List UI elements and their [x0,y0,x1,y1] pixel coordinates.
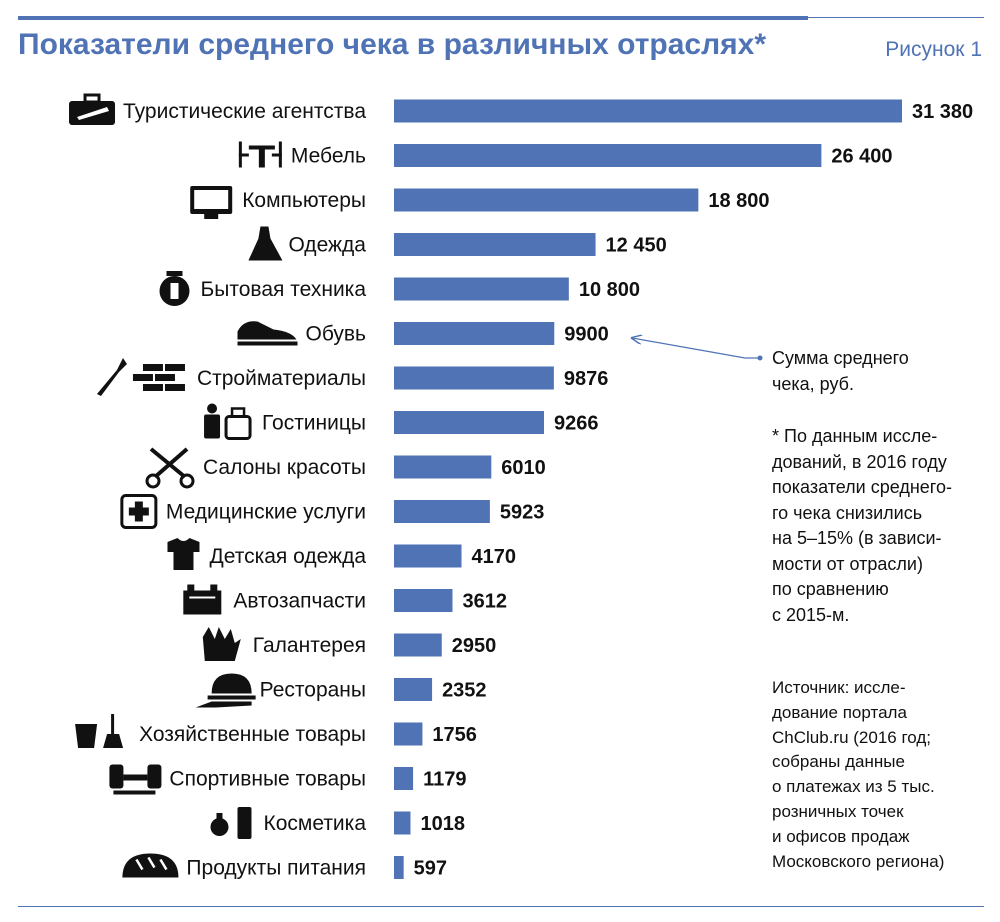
bottom-rule [18,906,984,907]
hotel-porter-icon [204,403,252,440]
category-label-3: Компьютеры [242,189,366,212]
footnote: * По данным иссле- дований, в 2016 году … [772,426,952,625]
value-label-15: 1756 [432,724,477,746]
value-label-1: 31 380 [912,101,973,123]
category-label-10: Медицинские услуги [166,501,366,524]
category-label-13: Галантерея [253,634,366,657]
category-label-8: Гостиницы [262,412,366,435]
sneaker-icon [237,321,298,346]
legend-pointer-dot [757,355,763,361]
kettle-icon [159,271,190,306]
bar-10 [394,500,490,523]
category-label-15: Хозяйственные товары [139,723,366,746]
category-label-11: Детская одежда [209,545,366,568]
value-labels: 31 380 26 400 18 800 12 450 10 800 9900 9876 92… [414,101,974,880]
bar-5 [394,277,569,301]
bar-3 [394,188,699,212]
value-label-10: 5923 [500,502,544,524]
bar-16 [394,767,414,790]
chart-title: Показатели среднего чека в различных отр… [18,28,767,61]
category-label-18: Продукты питания [186,857,366,880]
legend-pointer-line [632,338,760,359]
value-label-3: 18 800 [708,190,769,212]
bars-group [394,99,902,879]
value-label-9: 6010 [501,457,546,479]
bar-17 [394,811,411,835]
category-label-1: Туристические агентства [123,100,366,123]
value-label-11: 4170 [472,546,517,568]
gloves-icon [202,627,241,661]
bucket-broom-icon [75,714,124,748]
baby-bodysuit-icon [167,538,200,570]
category-label-16: Спортивные товары [169,768,366,791]
value-label-8: 9266 [554,413,599,435]
value-label-13: 2950 [452,635,497,657]
category-label-17: Косметика [263,812,366,835]
bar-1 [394,99,902,123]
value-label-16: 1179 [423,769,466,791]
source-note: Источник: иссле- дование портала ChClub.… [772,678,945,871]
bar-9 [394,455,492,479]
value-label-5: 10 800 [579,279,640,301]
briefcase-plane-icon [69,93,116,125]
top-rule [18,16,808,20]
bar-6 [394,322,555,345]
category-label-9: Салоны красоты [203,456,366,479]
category-label-7: Стройматериалы [197,367,366,390]
category-icons [69,93,298,878]
category-label-14: Рестораны [260,679,366,702]
car-battery-icon [183,584,222,615]
dumbbell-icon [109,764,162,795]
value-label-17: 1018 [420,813,465,835]
computer-monitor-icon [190,186,233,219]
value-label-6: 9900 [564,324,609,346]
value-label-18: 597 [414,858,447,880]
category-label-12: Автозапчасти [233,590,366,613]
value-label-12: 3612 [462,591,507,613]
medical-cross-icon [120,494,158,529]
category-label-4: Одежда [288,234,366,257]
cosmetics-icon [210,807,252,839]
cloche-icon [195,673,256,708]
category-label-6: Обувь [306,323,367,346]
bar-7 [394,366,554,390]
category-label-2: Мебель [291,145,366,168]
bar-11 [394,544,462,568]
value-label-2: 26 400 [831,146,892,168]
bar-15 [394,722,423,746]
dress-icon [248,226,283,261]
bar-13 [394,633,442,657]
figure-label: Рисунок 1 [885,38,982,61]
trowel-bricks-icon [96,358,185,396]
value-label-4: 12 450 [606,235,667,257]
bar-14 [394,678,433,701]
scissors-comb-icon [145,447,195,489]
value-label-7: 9876 [564,368,609,390]
bar-4 [394,233,596,256]
category-label-5: Бытовая техника [201,278,367,301]
bread-icon [122,853,179,878]
furniture-icon [238,141,282,168]
bar-18 [394,856,404,879]
top-rule-thin [808,17,984,18]
value-legend-note: Сумма среднего чека, руб. [772,348,909,394]
bar-8 [394,411,545,434]
value-label-14: 2352 [442,680,487,702]
bar-2 [394,144,822,167]
category-labels: Туристические агентства Мебель Компьютеры О… [123,100,366,880]
bar-12 [394,589,453,612]
